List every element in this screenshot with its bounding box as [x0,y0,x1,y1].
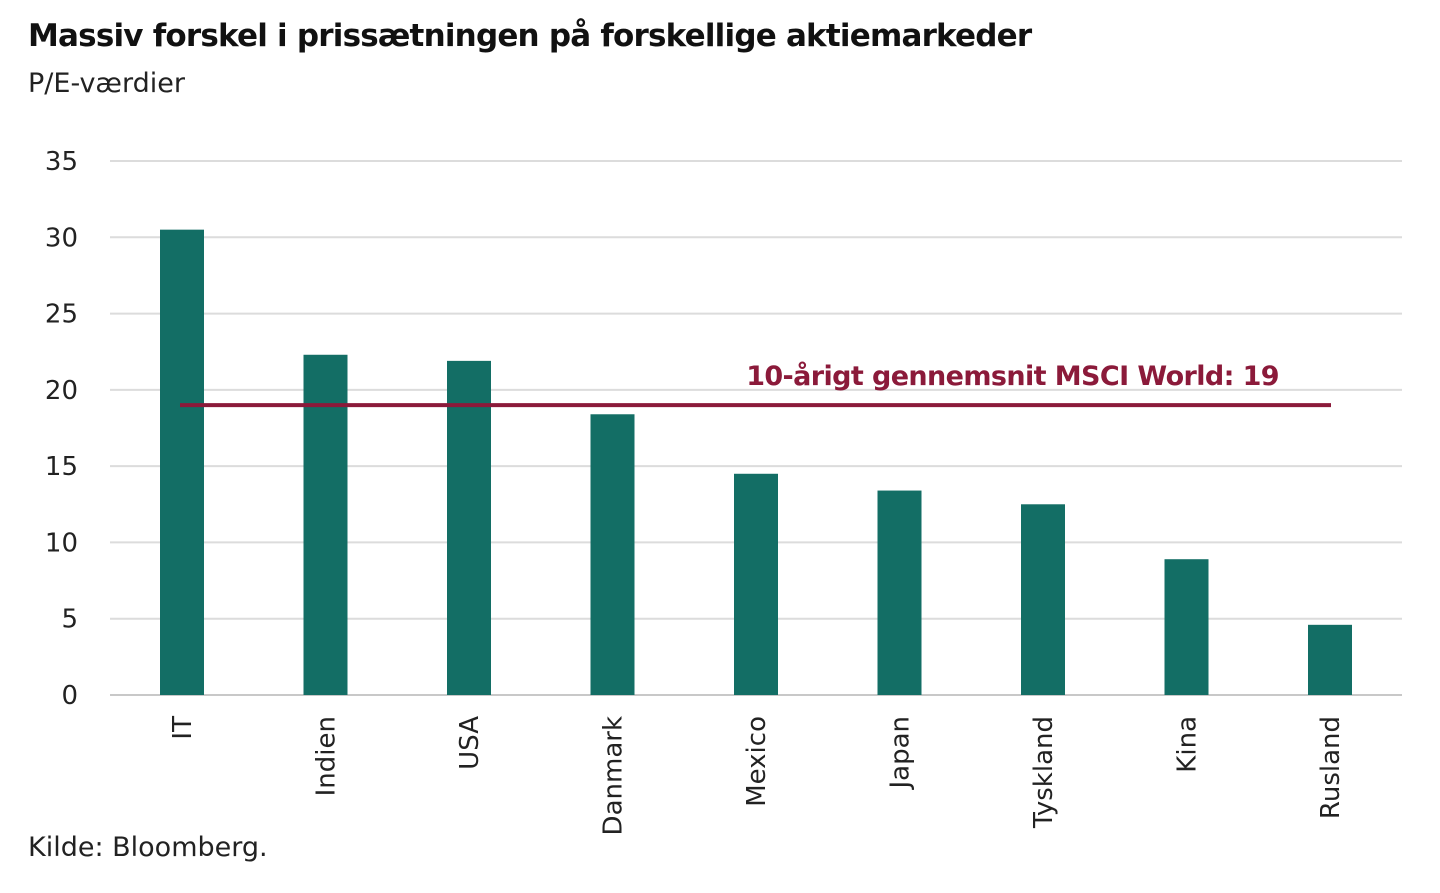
bar-usa [447,360,491,695]
source-note: Kilde: Bloomberg. [28,832,268,863]
x-tick-label: Japan [886,716,916,791]
bar-mexico [734,473,778,695]
bar-danmark [590,414,635,695]
y-tick-label: 5 [61,605,78,635]
bar-tyskland [1021,504,1065,695]
reference-line-label: 10-årigt gennemsnit MSCI World: 19 [746,360,1279,392]
y-tick-label: 10 [45,528,78,558]
y-axis-ticks: 0 5 10 15 20 25 30 35 [45,147,78,711]
x-tick-label: Danmark [599,716,629,835]
y-tick-label: 30 [45,223,78,253]
bars [160,229,1352,695]
bar-it [160,229,204,695]
x-tick-label: Tyskland [1029,716,1059,829]
y-tick-label: 15 [45,452,78,482]
x-tick-label: USA [455,716,485,770]
bar-rusland [1308,624,1352,695]
x-tick-label: Indien [312,716,342,796]
x-tick-label: Mexico [742,716,772,807]
chart-title: Massiv forskel i prissætningen på forske… [28,18,1032,54]
bar-japan [877,490,922,695]
y-tick-label: 20 [45,376,78,406]
x-tick-label: IT [168,716,198,740]
x-tick-label: Rusland [1316,716,1346,819]
bar-indien [303,354,348,695]
x-tick-label: Kina [1173,716,1203,773]
y-tick-label: 0 [61,681,78,711]
chart-subtitle: P/E-værdier [28,68,185,99]
reference-line-group: 10-årigt gennemsnit MSCI World: 19 [180,360,1331,408]
bar-kina [1164,559,1209,695]
x-axis-ticks: IT Indien USA Danmark Mexico Japan Tyskland Kin… [168,716,1346,836]
y-tick-label: 35 [45,147,78,177]
y-tick-label: 25 [45,300,78,330]
